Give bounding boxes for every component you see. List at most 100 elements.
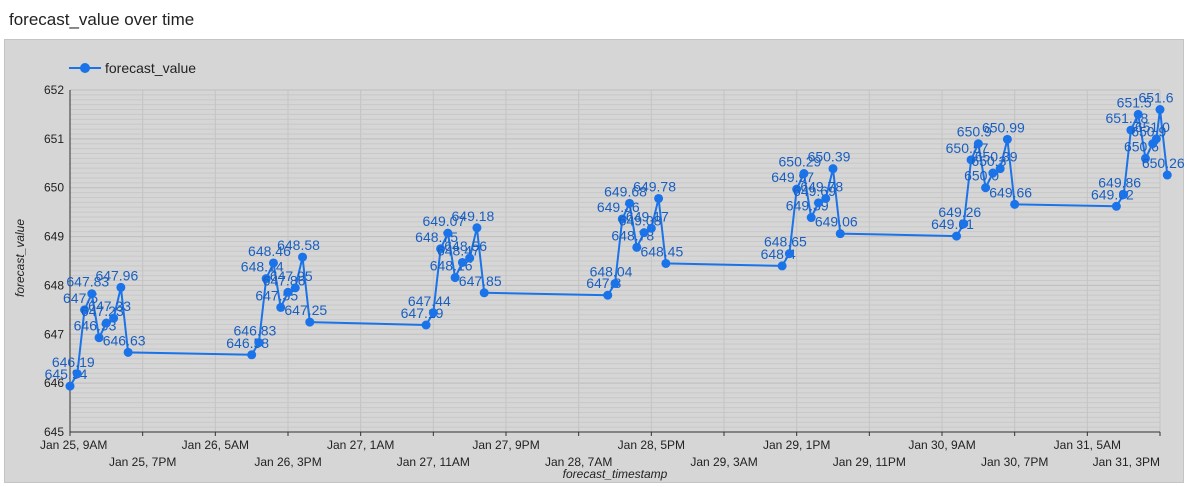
data-point: [835, 229, 845, 239]
data-point: [828, 164, 838, 174]
data-point: [247, 350, 257, 360]
data-point: [268, 258, 278, 268]
data-label: 650.26: [1142, 155, 1185, 171]
data-point: [123, 347, 133, 357]
y-tick-label: 651: [44, 132, 64, 146]
data-point: [1119, 190, 1129, 200]
data-point: [101, 318, 111, 328]
data-label: 648.46: [248, 243, 291, 259]
data-point: [813, 198, 823, 208]
data-point: [610, 278, 620, 288]
data-label: 646.19: [52, 354, 95, 370]
data-point: [625, 198, 635, 208]
x-tick-label: Jan 29, 1PM: [763, 438, 830, 452]
data-point: [472, 223, 482, 233]
data-point: [465, 253, 475, 263]
data-point: [777, 261, 787, 271]
data-label: 649.66: [989, 184, 1032, 200]
data-point: [1002, 134, 1012, 144]
data-label: 651.6: [1138, 90, 1173, 106]
data-point: [654, 193, 664, 203]
data-point: [1010, 199, 1020, 209]
data-point: [87, 289, 97, 299]
legend-entry-forecast-value[interactable]: forecast_value: [105, 60, 196, 76]
data-label: 647.33: [88, 298, 131, 314]
data-point: [966, 155, 976, 165]
y-tick-label: 645: [44, 425, 64, 439]
legend-swatch-marker: [80, 63, 90, 73]
data-point: [65, 381, 75, 391]
data-point: [973, 139, 983, 149]
x-tick-label: Jan 31, 5AM: [1054, 438, 1121, 452]
data-point: [799, 169, 809, 179]
data-point: [632, 242, 642, 252]
data-point: [806, 213, 816, 223]
data-point: [436, 244, 446, 254]
page-title: forecast_value over time: [9, 10, 195, 29]
data-label: 649.06: [815, 214, 858, 230]
data-label: 649.07: [422, 213, 465, 229]
x-tick-label: Jan 28, 7AM: [545, 455, 612, 469]
y-tick-label: 649: [44, 230, 64, 244]
y-tick-label: 650: [44, 181, 64, 195]
x-tick-label: Jan 27, 9PM: [472, 438, 539, 452]
data-label: 647.85: [459, 273, 502, 289]
data-label: 647.83: [66, 274, 109, 290]
data-point: [1126, 125, 1136, 135]
data-point: [457, 257, 467, 267]
data-label: 646.63: [103, 332, 146, 348]
data-label: 648.65: [764, 234, 807, 250]
data-point: [952, 231, 962, 241]
data-point: [261, 274, 271, 284]
data-point: [283, 287, 293, 297]
x-tick-label: Jan 25, 7PM: [109, 455, 176, 469]
data-point: [290, 283, 300, 293]
data-point: [94, 333, 104, 343]
x-tick-label: Jan 29, 3AM: [690, 455, 757, 469]
data-label: 650.39: [808, 149, 851, 165]
data-point: [450, 273, 460, 283]
data-label: 649.18: [452, 208, 495, 224]
x-tick-label: Jan 27, 11AM: [397, 455, 470, 469]
data-label: 648.58: [277, 237, 320, 253]
y-tick-label: 652: [44, 83, 64, 97]
data-point: [80, 305, 90, 315]
data-label: 649.78: [633, 178, 676, 194]
x-tick-label: Jan 26, 5AM: [182, 438, 249, 452]
data-point: [646, 223, 656, 233]
data-point: [254, 338, 264, 348]
x-tick-label: Jan 28, 5PM: [618, 438, 685, 452]
y-tick-label: 648: [44, 278, 64, 292]
data-label: 649.26: [938, 204, 981, 220]
data-label: 648.45: [640, 243, 683, 259]
data-point: [1133, 109, 1143, 119]
data-label: 650.29: [779, 154, 822, 170]
x-axis-title: forecast_timestamp: [563, 467, 668, 481]
data-point: [479, 288, 489, 298]
data-point: [116, 282, 126, 292]
data-label: 647.44: [408, 293, 451, 309]
data-point: [298, 252, 308, 262]
data-point: [603, 290, 613, 300]
y-tick-label: 646: [44, 376, 64, 390]
legend[interactable]: forecast_value: [69, 60, 196, 76]
data-point: [1155, 105, 1165, 115]
data-label: 648.56: [444, 238, 487, 254]
data-label: 647.25: [284, 302, 327, 318]
data-point: [617, 214, 627, 224]
data-point: [1111, 201, 1121, 211]
x-tick-label: Jan 25, 9AM: [40, 438, 107, 452]
data-label: 647.95: [270, 268, 313, 284]
data-label: 649.68: [604, 183, 647, 199]
data-label: 649.86: [1098, 175, 1141, 191]
x-tick-label: Jan 26, 3PM: [254, 455, 321, 469]
data-point: [995, 164, 1005, 174]
data-label: 649.78: [800, 178, 843, 194]
y-axis-title: forecast_value: [13, 219, 27, 297]
data-point: [109, 313, 119, 323]
data-label: 650.39: [975, 149, 1018, 165]
data-point: [1162, 170, 1172, 180]
data-point: [421, 320, 431, 330]
